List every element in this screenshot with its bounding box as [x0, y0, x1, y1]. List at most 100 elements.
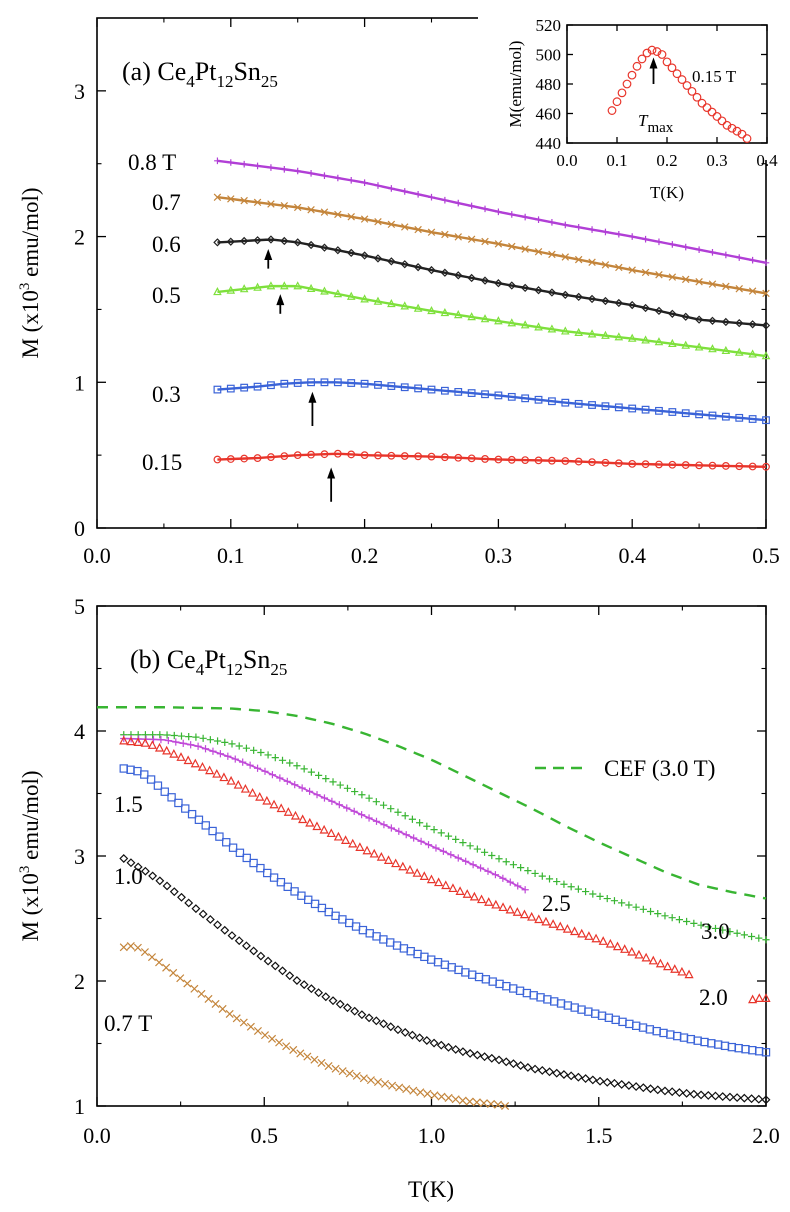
data-point [689, 1089, 699, 1099]
y-tick-label: 1 [74, 1094, 85, 1119]
data-point [694, 315, 704, 324]
data-point [641, 268, 650, 277]
data-point [155, 876, 165, 886]
data-point [632, 61, 642, 71]
data-point [519, 909, 530, 919]
data-point [399, 944, 409, 953]
data-point [231, 755, 239, 763]
data-point [345, 918, 354, 928]
data-point [628, 404, 637, 413]
data-point [179, 739, 187, 747]
series-label-0.7: 0.7 [152, 190, 181, 215]
data-point [345, 1069, 354, 1078]
data-point [268, 1034, 277, 1043]
series-0.7 [213, 193, 770, 298]
inset-x-axis-label: T(K) [650, 183, 684, 202]
data-point [521, 213, 529, 221]
data-point [627, 946, 637, 956]
data-point [617, 1079, 627, 1089]
data-point [505, 904, 515, 914]
data-point [290, 810, 301, 820]
y-tick-label: 0 [74, 516, 85, 541]
data-point [154, 742, 165, 752]
data-point [762, 462, 770, 471]
data-point [601, 330, 610, 339]
data-point [481, 975, 491, 984]
data-point [622, 79, 632, 89]
data-point [481, 205, 489, 213]
data-point [226, 455, 235, 463]
data-point [761, 321, 771, 330]
data-point [494, 279, 503, 288]
data-point [304, 895, 313, 904]
data-point [467, 235, 476, 243]
panel-b-title: (b) Ce4Pt12Sn25 [130, 645, 287, 679]
data-point [280, 379, 289, 388]
data-point [480, 314, 490, 323]
data-point [454, 233, 462, 241]
data-point [286, 759, 294, 767]
data-point [140, 948, 149, 957]
data-point [247, 787, 258, 797]
data-point [549, 997, 559, 1006]
data-point [387, 805, 395, 813]
data-point [289, 1045, 298, 1054]
series-label-1.5: 1.5 [114, 792, 143, 817]
data-point [761, 1048, 771, 1057]
data-point [454, 199, 462, 207]
data-point [520, 320, 530, 329]
data-point [488, 977, 497, 986]
data-point [358, 791, 366, 799]
data-point [726, 928, 734, 936]
data-point [452, 835, 460, 843]
data-point [646, 1084, 655, 1094]
data-point [172, 738, 180, 746]
data-point [427, 228, 436, 236]
data-point [454, 965, 463, 975]
data-point [508, 211, 516, 218]
data-point [448, 883, 458, 893]
data-point [476, 894, 487, 904]
data-point [146, 775, 156, 784]
series-label-3.0: 3.0 [701, 919, 730, 944]
data-point [612, 97, 622, 107]
data-point [595, 1076, 605, 1086]
data-point [591, 933, 601, 943]
data-point [672, 69, 682, 79]
data-point [548, 218, 556, 226]
data-point [133, 943, 142, 952]
data-point [508, 1059, 518, 1069]
data-point [242, 853, 251, 863]
tmax-arrow-1 [276, 294, 285, 314]
data-point [157, 736, 165, 744]
data-point [268, 771, 277, 779]
data-point [761, 351, 771, 360]
data-point [381, 1079, 390, 1088]
data-point [298, 784, 306, 792]
data-point [444, 1093, 453, 1102]
data-point [588, 226, 596, 233]
data-point [548, 456, 556, 465]
data-point [488, 851, 496, 860]
data-point [419, 871, 429, 881]
data-point [201, 745, 210, 753]
data-point [638, 1083, 648, 1093]
data-point [401, 223, 409, 231]
data-point [334, 174, 342, 182]
data-point [126, 942, 135, 951]
data-point [472, 1098, 481, 1107]
data-point [708, 316, 717, 325]
data-point [598, 936, 608, 945]
data-point [659, 1028, 668, 1038]
data-point [567, 883, 575, 891]
inset-tmax-arrow [649, 57, 658, 84]
data-point [358, 925, 368, 935]
data-point [534, 395, 543, 404]
data-point [215, 832, 224, 841]
data-point [655, 271, 663, 279]
data-point [133, 766, 142, 776]
data-point [343, 784, 352, 792]
data-point [748, 415, 757, 423]
data-point [140, 738, 150, 747]
data-point [263, 868, 272, 878]
